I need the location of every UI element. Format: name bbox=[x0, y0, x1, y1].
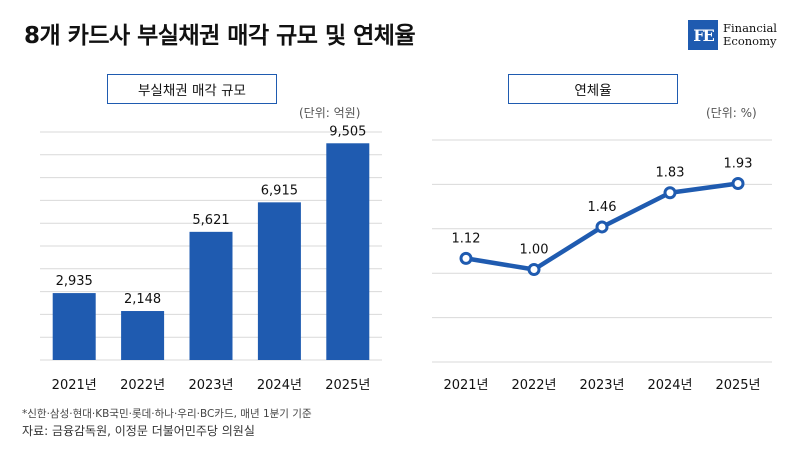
bar bbox=[257, 202, 301, 360]
data-label: 1.12 bbox=[452, 231, 481, 246]
bar bbox=[326, 143, 370, 360]
page-title: 8개 카드사 부실채권 매각 규모 및 연체율 bbox=[24, 23, 416, 49]
bar-chart-unit: (단위: 억원) bbox=[299, 106, 361, 120]
bar bbox=[121, 311, 165, 360]
data-label: 9,505 bbox=[329, 124, 366, 139]
x-tick-label: 2025년 bbox=[325, 378, 370, 393]
notes: *신한·삼성·현대·KB국민·롯데·하나·우리·BC카드, 매년 1분기 기준 … bbox=[22, 406, 312, 440]
logo-mark: FE bbox=[688, 20, 718, 50]
data-label: 2,935 bbox=[56, 274, 93, 289]
data-label: 1.93 bbox=[724, 156, 753, 171]
line-chart-unit: (단위: %) bbox=[706, 106, 757, 120]
data-point bbox=[663, 186, 677, 200]
logo-line-1: Financial bbox=[723, 21, 777, 35]
bar bbox=[52, 293, 96, 360]
source-note: 자료: 금융감독원, 이정문 더불어민주당 의원실 bbox=[22, 424, 255, 438]
x-tick-label: 2025년 bbox=[715, 378, 760, 393]
data-label: 1.46 bbox=[588, 200, 617, 215]
data-point bbox=[459, 251, 473, 265]
data-point bbox=[527, 263, 541, 276]
line-chart-title: 연체율 bbox=[508, 74, 678, 104]
x-tick-label: 2023년 bbox=[579, 378, 624, 393]
x-tick-label: 2021년 bbox=[52, 378, 97, 393]
data-label: 1.00 bbox=[520, 243, 549, 258]
data-label: 2,148 bbox=[124, 292, 161, 307]
x-tick-label: 2024년 bbox=[257, 378, 302, 393]
data-label: 5,621 bbox=[192, 213, 229, 228]
data-label: 1.83 bbox=[656, 166, 685, 181]
logo-text: Financial Economy bbox=[723, 22, 777, 48]
logo-line-2: Economy bbox=[723, 34, 777, 48]
data-point bbox=[595, 220, 609, 234]
x-tick-label: 2024년 bbox=[647, 378, 692, 393]
x-tick-label: 2021년 bbox=[443, 378, 488, 393]
bar-chart-title: 부실채권 매각 규모 bbox=[107, 74, 277, 104]
x-tick-label: 2023년 bbox=[188, 378, 233, 393]
data-label: 6,915 bbox=[261, 183, 298, 198]
data-point bbox=[731, 176, 745, 190]
logo: FE Financial Economy bbox=[688, 20, 777, 50]
footnote: *신한·삼성·현대·KB국민·롯데·하나·우리·BC카드, 매년 1분기 기준 bbox=[22, 408, 312, 420]
bar bbox=[189, 231, 233, 360]
x-tick-label: 2022년 bbox=[120, 378, 165, 393]
x-tick-label: 2022년 bbox=[511, 378, 556, 393]
